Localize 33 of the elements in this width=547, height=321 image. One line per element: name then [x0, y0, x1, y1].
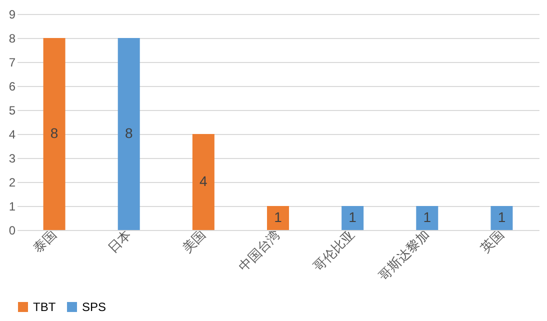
data-label: 1 — [274, 209, 282, 225]
y-tick-label: 2 — [8, 176, 16, 190]
bar — [416, 206, 438, 230]
x-tick-label: 美国 — [179, 226, 208, 256]
data-label: 4 — [200, 173, 208, 189]
bar — [490, 206, 513, 230]
y-tick-label: 5 — [8, 104, 16, 118]
x-tick-label: 日本 — [104, 226, 134, 256]
y-tick-label: 0 — [8, 224, 16, 238]
y-tick-label: 7 — [8, 56, 16, 70]
legend-label: SPS — [82, 300, 106, 314]
data-label: 8 — [50, 125, 58, 141]
y-tick-label: 6 — [8, 80, 16, 94]
data-label: 1 — [423, 209, 432, 225]
bar — [43, 38, 66, 230]
data-label: 8 — [124, 125, 133, 141]
y-tick-label: 1 — [8, 200, 16, 214]
x-tick-label: 英国 — [478, 226, 507, 256]
y-tick-label: 3 — [8, 152, 16, 166]
x-tick-label: 哥伦比亚 — [310, 226, 358, 274]
y-tick-label: 8 — [8, 32, 16, 46]
data-label: 1 — [498, 209, 506, 225]
y-tick-label: 4 — [8, 128, 16, 142]
bar — [192, 134, 214, 230]
x-tick-label: 哥斯达黎加 — [376, 226, 432, 284]
x-tick-label: 中国台湾 — [236, 226, 283, 274]
bar — [342, 206, 364, 230]
y-tick-label: 9 — [8, 8, 16, 22]
x-tick-label: 泰国 — [30, 226, 60, 256]
data-label: 1 — [348, 209, 357, 225]
bar — [118, 38, 140, 230]
legend-label: TBT — [33, 300, 56, 314]
bar — [267, 206, 289, 230]
